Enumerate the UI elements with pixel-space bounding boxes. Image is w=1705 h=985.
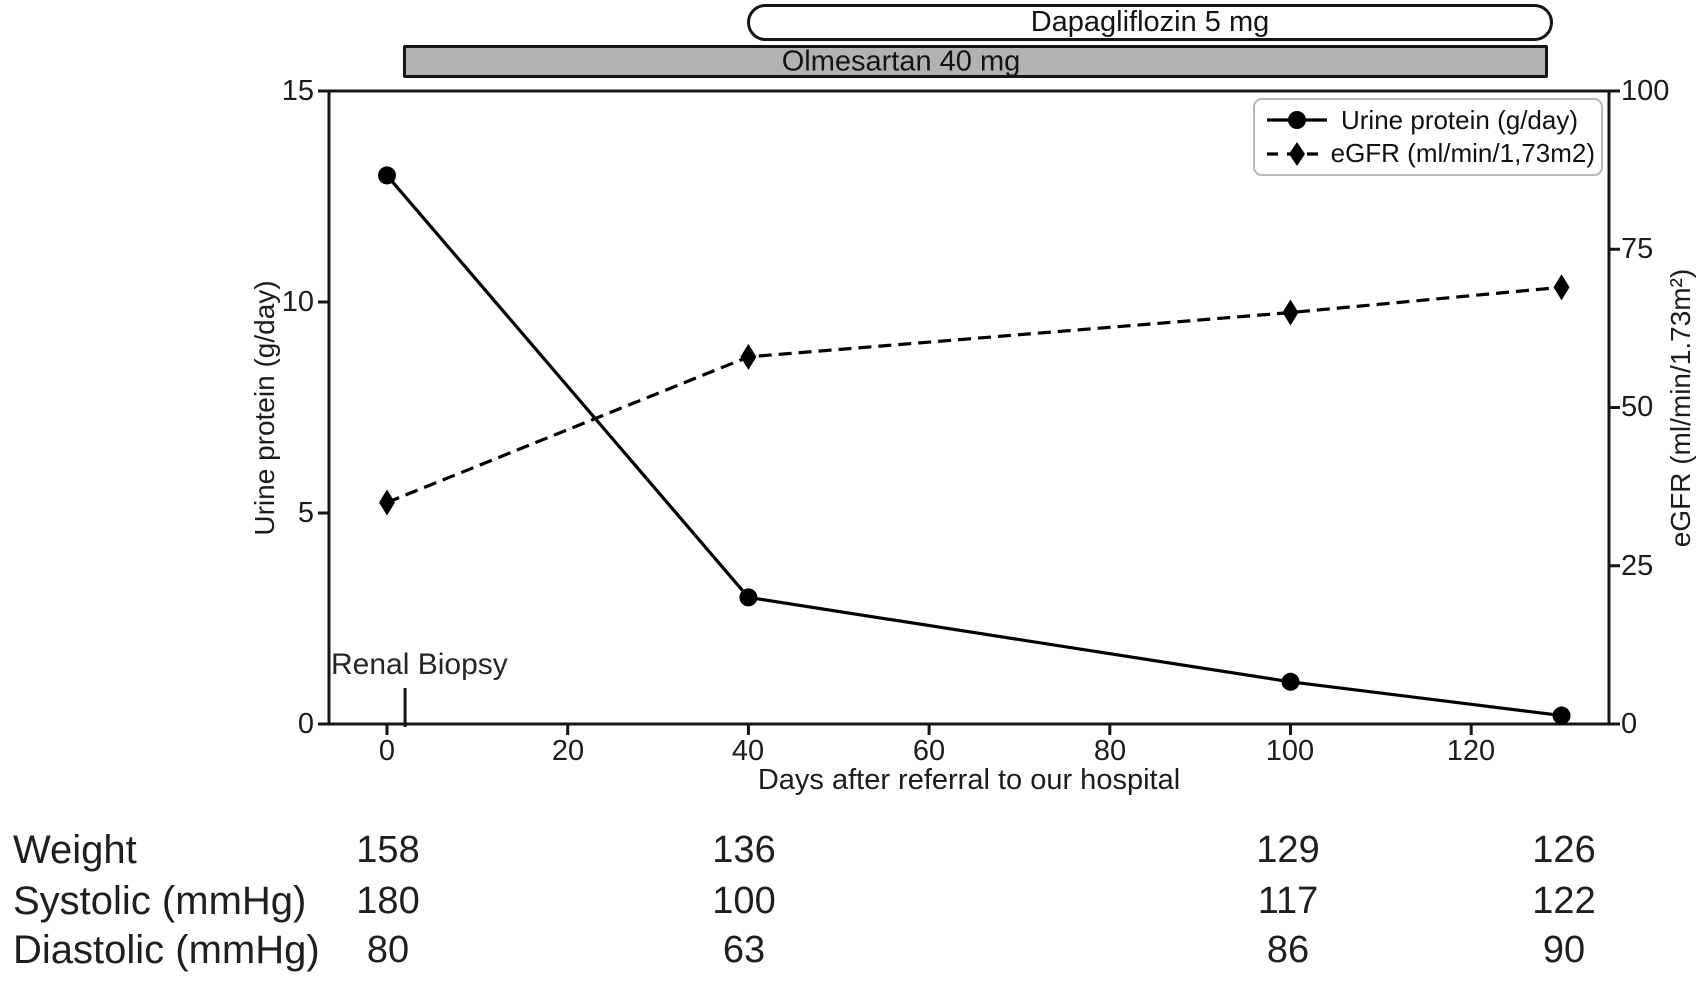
table-row-label-weight: Weight: [13, 828, 137, 872]
xtick-120: 120: [1446, 735, 1496, 767]
dapagliflozin-bar-label: Dapagliflozin 5 mg: [1030, 6, 1270, 38]
x-axis-title: Days after referral to our hospital: [757, 764, 1181, 796]
table-cell-weight-d0: 158: [356, 829, 420, 871]
xtick-100: 100: [1265, 735, 1315, 767]
left-ytick-15: 15: [281, 75, 314, 107]
table-cell-systolic-d130: 122: [1532, 880, 1596, 922]
table-cell-systolic-d40: 100: [712, 880, 776, 922]
left-ytick-10: 10: [281, 286, 314, 318]
table-cell-diastolic-d40: 63: [722, 929, 766, 971]
right-ytick-0: 0: [1621, 708, 1638, 740]
xtick-60: 60: [912, 735, 946, 767]
table-cell-weight-d40: 136: [712, 829, 776, 871]
left-y-axis-title: Urine protein (g/day): [249, 280, 280, 536]
dapagliflozin-treatment-bar: Dapagliflozin 5 mg: [747, 4, 1553, 41]
table-cell-systolic-d0: 180: [356, 880, 420, 922]
right-ytick-75: 75: [1621, 233, 1654, 265]
right-y-axis-title: eGFR (ml/min/1.73m²): [1665, 268, 1696, 548]
table-cell-diastolic-d0: 80: [366, 929, 410, 971]
legend-item-urine-protein: Urine protein (g/day): [1265, 105, 1595, 136]
xtick-0: 0: [378, 735, 396, 767]
table-cell-diastolic-d100: 86: [1266, 929, 1310, 971]
right-ytick-50: 50: [1621, 391, 1654, 423]
table-row-label-systolic: Systolic (mmHg): [13, 879, 307, 923]
legend-label: Urine protein (g/day): [1341, 104, 1578, 135]
right-ytick-25: 25: [1621, 550, 1654, 582]
table-cell-diastolic-d130: 90: [1542, 929, 1586, 971]
left-ytick-5: 5: [297, 497, 314, 529]
olmesartan-treatment-bar: Olmesartan 40 mg: [403, 45, 1548, 78]
table-cell-systolic-d100: 117: [1257, 880, 1319, 922]
table-cell-weight-d100: 129: [1256, 829, 1320, 871]
table-cell-weight-d130: 126: [1532, 829, 1596, 871]
olmesartan-bar-label: Olmesartan 40 mg: [781, 45, 1021, 77]
xtick-40: 40: [731, 735, 765, 767]
left-ytick-0: 0: [297, 708, 314, 740]
xtick-20: 20: [551, 735, 585, 767]
solid-line-circle-icon: [1267, 111, 1327, 130]
right-ytick-100: 100: [1621, 75, 1670, 107]
renal-biopsy-annotation: Renal Biopsy: [331, 648, 508, 681]
legend-item-egfr: eGFR (ml/min/1,73m2): [1265, 138, 1595, 169]
dashed-line-diamond-icon: [1267, 141, 1321, 166]
legend-label: eGFR (ml/min/1,73m2): [1330, 138, 1595, 169]
chart-legend: Urine protein (g/day) eGFR (ml/min/1,73m…: [1253, 98, 1603, 176]
table-row-label-diastolic: Diastolic (mmHg): [13, 928, 320, 972]
xtick-80: 80: [1093, 735, 1127, 767]
